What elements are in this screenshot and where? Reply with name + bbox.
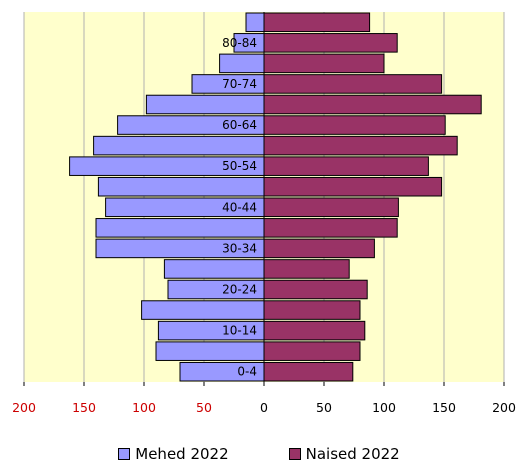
legend-swatch-women <box>288 448 301 460</box>
bar-women-25-29 <box>263 259 350 279</box>
legend-swatch-men <box>118 448 131 460</box>
x-tick-label-4: 0 <box>260 400 268 415</box>
x-tick-label-2: 100 <box>132 400 156 415</box>
grid-lines <box>23 12 505 382</box>
bar-women-15-19 <box>263 300 361 320</box>
x-tick-label-7: 150 <box>432 400 456 415</box>
legend-item-women: Naised 2022 <box>288 443 400 465</box>
bar-women-0-4 <box>263 361 354 382</box>
age-label-20-24: 20-24 <box>222 283 257 297</box>
bars <box>69 12 482 382</box>
age-label-80-84: 80-84 <box>222 36 257 50</box>
bar-men-85+ <box>245 12 265 33</box>
x-tick-label-8: 200 <box>492 400 516 415</box>
legend: Mehed 2022 Naised 2022 <box>0 443 518 465</box>
bar-men-55-59 <box>93 135 265 156</box>
bar-men-5-9 <box>155 341 265 361</box>
x-axis-ticks: 200 150 100 50 0 50 100 150 200 <box>12 382 516 415</box>
bar-women-10-14 <box>263 320 366 341</box>
x-tick-label-3: 50 <box>196 400 212 415</box>
age-label-60-64: 60-64 <box>222 118 257 132</box>
bar-women-50-54 <box>263 156 429 176</box>
age-label-30-34: 30-34 <box>222 241 257 255</box>
legend-label-women: Naised 2022 <box>305 445 400 463</box>
x-tick-label-6: 100 <box>372 400 396 415</box>
bar-women-35-39 <box>263 218 398 238</box>
bar-women-85+ <box>263 12 371 33</box>
bar-women-60-64 <box>263 115 446 135</box>
age-label-40-44: 40-44 <box>222 200 257 214</box>
age-label-50-54: 50-54 <box>222 159 257 173</box>
bar-women-45-49 <box>263 176 443 197</box>
bar-women-20-24 <box>263 279 368 300</box>
bar-women-40-44 <box>263 197 399 218</box>
bar-men-35-39 <box>95 218 265 238</box>
bar-women-30-34 <box>263 238 375 259</box>
age-label-10-14: 10-14 <box>222 324 257 338</box>
bar-men-25-29 <box>163 259 265 279</box>
age-label-70-74: 70-74 <box>222 77 257 91</box>
bar-women-70-74 <box>263 74 443 94</box>
legend-item-men: Mehed 2022 <box>118 443 229 465</box>
x-tick-label-5: 50 <box>316 400 332 415</box>
bar-women-80-84 <box>263 33 398 53</box>
population-pyramid-chart: 0-4 10-14 20-24 30-34 40-44 50-54 60-64 70-74 80… <box>12 12 516 415</box>
bar-women-75-79 <box>263 53 385 74</box>
legend-label-men: Mehed 2022 <box>135 445 229 463</box>
x-tick-label-0: 200 <box>12 400 36 415</box>
bar-men-45-49 <box>97 176 265 197</box>
bar-men-65-69 <box>145 94 265 115</box>
bar-women-5-9 <box>263 341 361 361</box>
bar-men-75-79 <box>219 53 265 74</box>
bar-women-65-69 <box>263 94 482 115</box>
age-label-0-4: 0-4 <box>237 365 257 379</box>
age-labels: 0-4 10-14 20-24 30-34 40-44 50-54 60-64 70-74 80… <box>222 36 257 379</box>
x-tick-label-1: 150 <box>72 400 96 415</box>
bar-women-55-59 <box>263 135 458 156</box>
bar-men-15-19 <box>141 300 265 320</box>
